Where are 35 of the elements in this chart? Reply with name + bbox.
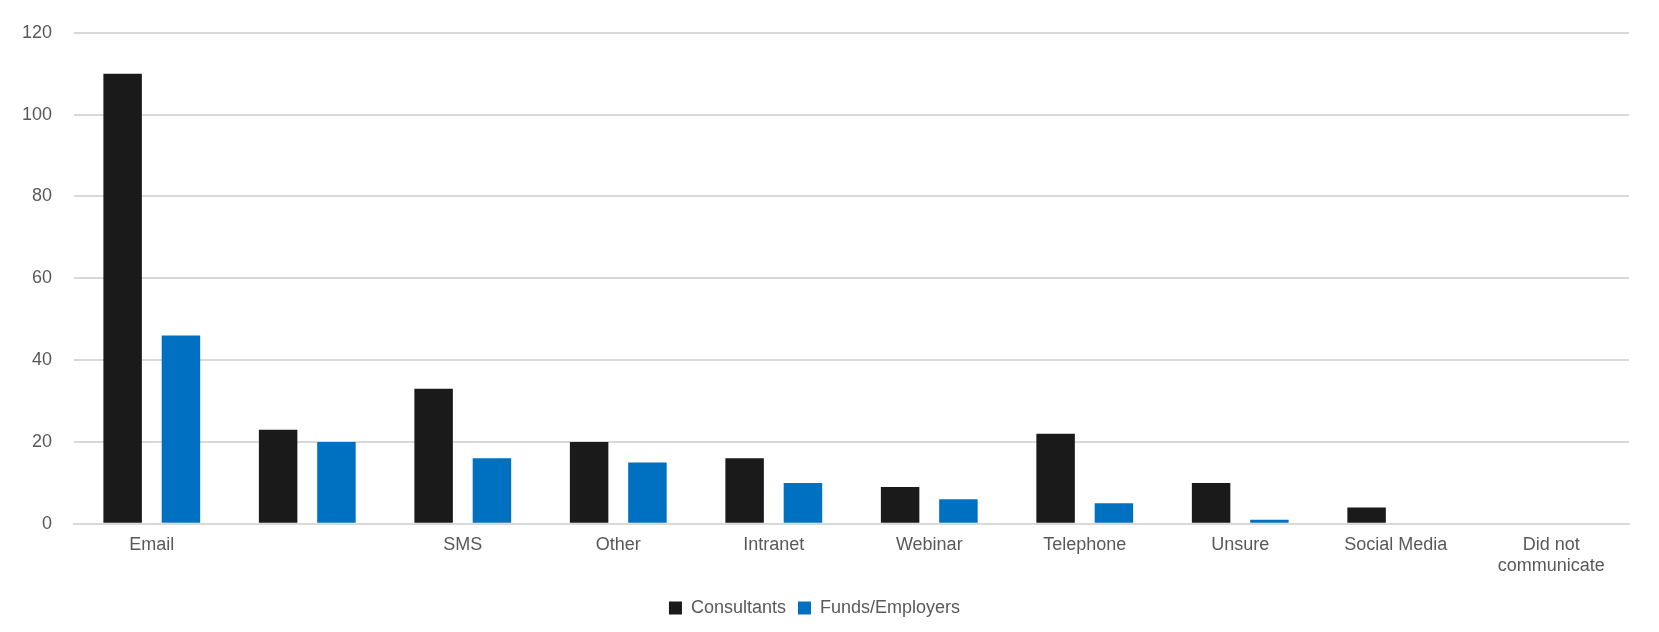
x-tick-label: Email (129, 533, 175, 554)
bar (472, 458, 512, 523)
bar (258, 429, 298, 523)
bar (569, 441, 609, 523)
bar (1094, 503, 1134, 523)
legend-label: Consultants (690, 596, 787, 617)
x-tick-label: Telephone (1043, 533, 1127, 554)
bar (317, 441, 356, 523)
bar (1036, 433, 1075, 523)
y-tick-label: 80 (32, 185, 53, 206)
bar (783, 482, 823, 523)
x-tick-label: Did not communicate (1497, 533, 1605, 576)
y-tick-label: 120 (21, 21, 53, 42)
y-tick-label: 20 (32, 430, 53, 451)
x-tick-label: Webinar (895, 533, 963, 554)
x-tick-label: Other (595, 533, 641, 554)
bar (161, 335, 201, 523)
bar (1250, 519, 1289, 523)
legend-label: Funds/Employers (820, 596, 961, 617)
x-tick-label: SMS (443, 533, 483, 554)
y-tick-label: 40 (32, 349, 53, 370)
x-tick-label: Intranet (743, 533, 805, 554)
bar (103, 73, 142, 523)
bar (880, 486, 920, 523)
bar (725, 458, 764, 523)
bar (414, 388, 453, 523)
bar (628, 462, 667, 523)
y-tick-label: 0 (42, 512, 53, 533)
x-tick-label: Social Media (1344, 533, 1449, 554)
bar (1347, 507, 1386, 523)
y-tick-label: 100 (21, 103, 53, 124)
bar (1191, 482, 1231, 523)
x-tick-label: Unsure (1211, 533, 1270, 554)
y-tick-label: 60 (32, 267, 53, 288)
bar (939, 499, 978, 523)
